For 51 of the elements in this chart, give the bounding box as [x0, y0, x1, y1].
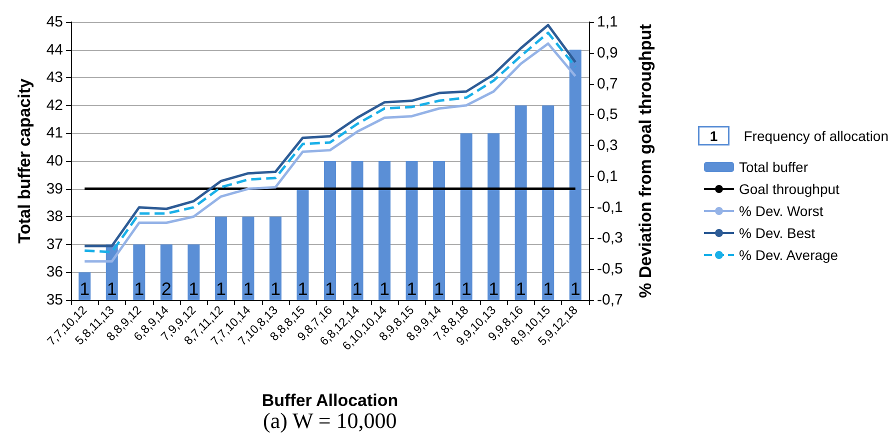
annotation: 1	[380, 279, 390, 299]
y-tick-label: 45	[46, 14, 63, 30]
annotation: 1	[406, 279, 417, 299]
y-tick-label: 39	[46, 180, 63, 198]
y-tick-label: 37	[46, 236, 63, 253]
annotation: 1	[243, 279, 254, 299]
y-tick-label: 41	[46, 124, 63, 142]
annotation: 1	[216, 279, 226, 299]
annotation: 2	[161, 279, 172, 299]
y2-axis-title: % Deviation from goal throughput	[636, 24, 655, 298]
annotation: 1	[488, 279, 499, 299]
y2-tick-label: -0,7	[597, 292, 623, 308]
y2-tick-label: -0,3	[597, 230, 623, 247]
legend-label: % Dev. Average	[739, 247, 838, 263]
y-tick-label: 40	[46, 152, 63, 170]
y2-tick-label: -0,5	[597, 260, 623, 278]
y-axis-title: Total buffer capacity	[15, 78, 34, 244]
legend-label: Total buffer	[739, 159, 808, 175]
y2-tick-label: 0,1	[597, 168, 618, 185]
annotation: 1	[134, 279, 144, 299]
y-tick-label: 36	[46, 264, 63, 281]
annotation: 1	[270, 279, 280, 299]
y-tick-label: 43	[46, 69, 63, 86]
annotation: 1	[352, 279, 362, 299]
legend-label: % Dev. Worst	[739, 203, 824, 219]
annotation: 1	[80, 279, 90, 299]
text: (a) W = 10,000	[263, 408, 397, 434]
annotation: 1	[188, 279, 199, 299]
annotation: 1	[516, 279, 526, 299]
y2-tick-label: 1,1	[597, 14, 618, 30]
y-tick-label: 44	[46, 41, 63, 58]
text: 1	[710, 128, 718, 144]
annotation: 1	[543, 279, 554, 299]
annotation: 1	[570, 279, 580, 299]
y2-tick-label: 0,9	[597, 44, 618, 62]
y2-tick-label: 0,7	[597, 75, 618, 92]
y2-tick-label: 0,5	[597, 106, 618, 124]
legend-label: Goal throughput	[739, 181, 840, 197]
annotation: 1	[106, 279, 117, 299]
y2-tick-label: 0,3	[597, 137, 618, 154]
y-tick-label: 35	[46, 292, 63, 308]
text: Frequency of allocation	[744, 128, 889, 144]
y-tick-label: 42	[46, 96, 63, 114]
annotation: 1	[461, 279, 472, 299]
annotation: 1	[298, 279, 308, 299]
legend-label: % Dev. Best	[739, 225, 816, 241]
y2-tick-label: -0,1	[597, 198, 623, 216]
x-axis-title: Buffer Allocation	[262, 391, 398, 410]
y-tick-label: 38	[46, 208, 63, 226]
annotation: 1	[434, 279, 444, 299]
annotation: 1	[324, 279, 336, 299]
